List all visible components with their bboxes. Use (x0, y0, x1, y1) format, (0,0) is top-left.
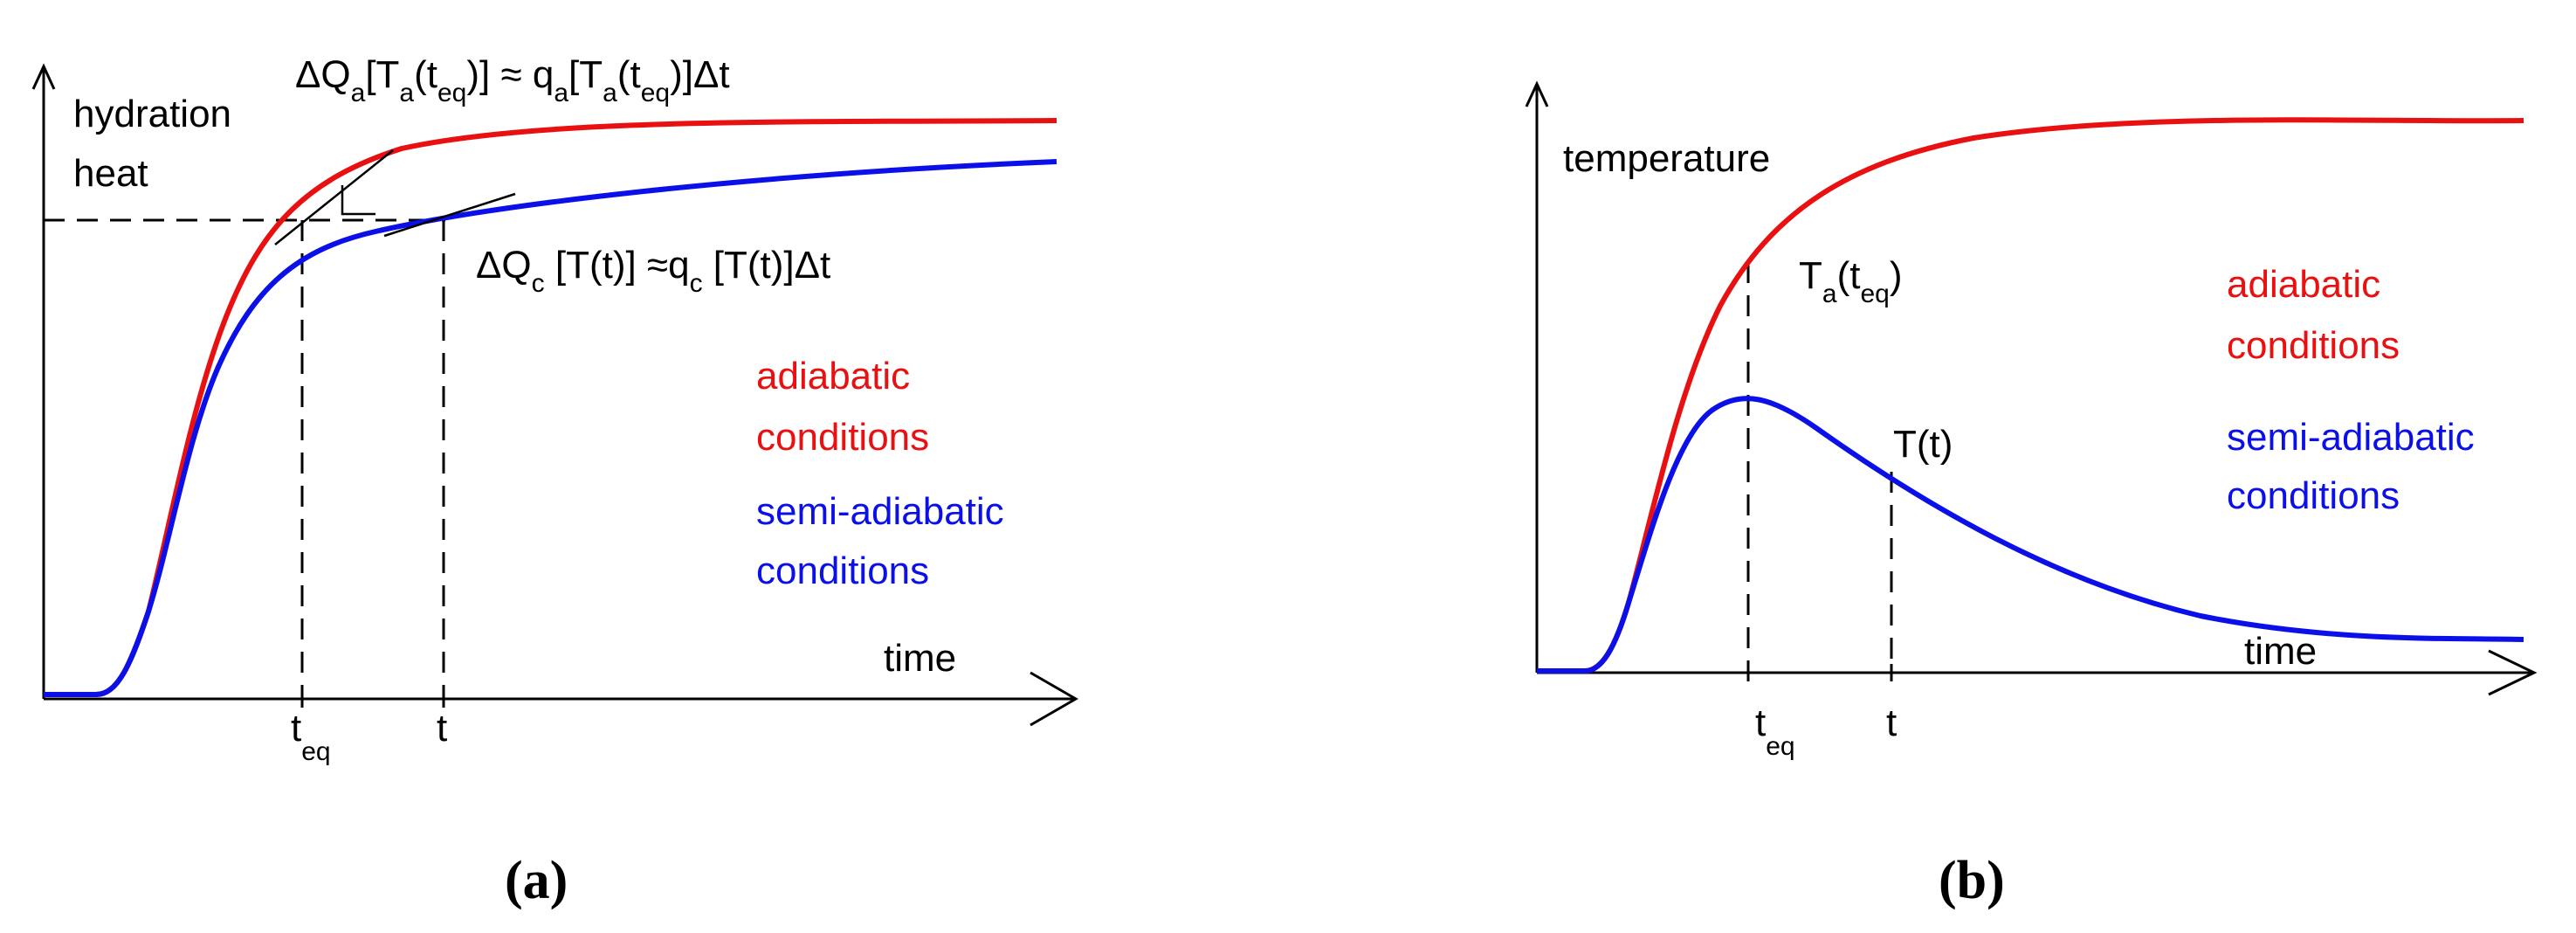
panel-b-x-axis-arrow (2488, 649, 2538, 696)
panel-b-legend-semi-line1: semi-adiabatic (2227, 416, 2475, 459)
panel-b: temperature time teq t Ta(teq) T(t) adia… (1525, 80, 2538, 910)
panel-b-legend-adiabatic-line1: adiabatic (2227, 263, 2380, 306)
panel-b-label-tt: T(t) (1893, 423, 1953, 466)
panel-a-legend-semi-line2: conditions (756, 549, 929, 592)
panel-a-y-label-line1: hydration (73, 93, 231, 135)
panel-a-x-axis-arrow (1030, 671, 1079, 727)
panel-a-x-label: time (884, 637, 956, 680)
panel-b-y-label: temperature (1563, 137, 1770, 180)
panel-a-legend-semi-line1: semi-adiabatic (756, 490, 1004, 533)
panel-b-x-label: time (2244, 630, 2317, 673)
panel-a-equation-semi: ΔQc [T(t)] ≈qc [T(t)]Δt (476, 244, 830, 298)
panel-a-tick-t-label: t (437, 707, 447, 750)
panel-a-semi-adiabatic-curve (44, 159, 1057, 697)
panel-a-tick-teq-label: teq (291, 707, 331, 766)
panel-b-tick-teq-label: teq (1755, 701, 1795, 761)
panel-b-tick-t-label: t (1886, 701, 1897, 744)
panel-a-tangent-semi (383, 192, 516, 238)
panel-b-y-axis-arrow (1525, 80, 1549, 107)
panel-b-semi-adiabatic-curve (1537, 396, 2524, 674)
panel-a-equation-adiabatic: ΔQa[Ta(teq)] ≈ qa[Ta(teq)]Δt (295, 53, 730, 107)
panel-a: hydration heat time teq t ΔQa[Ta(teq)] ≈… (31, 53, 1079, 910)
panel-b-caption: (b) (1939, 851, 2005, 910)
panel-a-legend-adiabatic-line2: conditions (756, 416, 929, 459)
panel-a-y-label-line2: heat (73, 152, 148, 195)
panel-b-label-ta: Ta(teq) (1799, 254, 1903, 308)
panel-a-adiabatic-curve (44, 118, 1057, 697)
panel-a-step-marker (341, 185, 375, 216)
panel-a-caption: (a) (505, 851, 568, 910)
panel-b-legend-adiabatic-line2: conditions (2227, 324, 2400, 367)
panel-a-tangent-adiabatic (274, 149, 394, 245)
panel-b-legend-semi-line2: conditions (2227, 474, 2400, 517)
panel-b-adiabatic-curve (1537, 117, 2524, 674)
panel-a-y-axis-arrow (31, 63, 56, 90)
panel-a-legend-adiabatic-line1: adiabatic (756, 355, 910, 397)
